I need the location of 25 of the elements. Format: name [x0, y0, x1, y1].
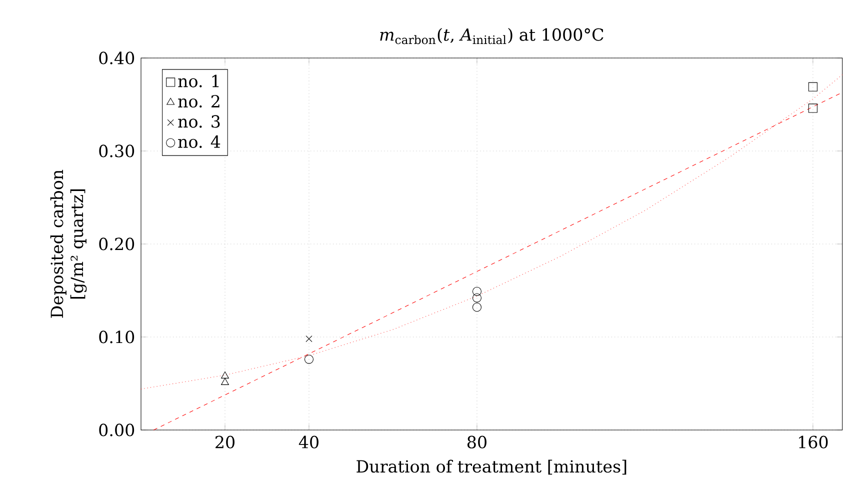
x-tick-label: 160	[799, 436, 828, 448]
x-axis-title: Duration of treatment [minutes]	[356, 460, 626, 475]
point	[472, 302, 482, 312]
y-tick-label: 0.00	[99, 424, 134, 436]
y-tick-label: 0.20	[99, 238, 134, 250]
point	[221, 372, 229, 378]
y-tick-label: 0.30	[99, 144, 134, 158]
legend-label: no. 3	[178, 115, 220, 128]
point	[808, 104, 818, 113]
chart-title: m$_{carbon}$(t, A$_{initial}$) at 1000°C	[380, 28, 604, 44]
point	[808, 82, 818, 92]
legend-label: no. 4	[178, 135, 220, 148]
y-tick-label: 0.10	[99, 330, 134, 344]
legend-label: no. 1	[178, 74, 219, 88]
x-tick-label: 20	[216, 436, 234, 448]
point	[472, 293, 482, 302]
y-tick-label: 0.40	[99, 52, 134, 64]
x-tick-label: 80	[467, 436, 486, 448]
point	[304, 354, 314, 364]
point	[472, 286, 482, 296]
point	[306, 336, 312, 342]
legend-label: no. 2	[178, 94, 220, 108]
point	[221, 378, 229, 385]
x-tick-label: 40	[298, 436, 318, 448]
y-axis-title: Deposited carbon [g/m² quartz]	[50, 170, 87, 318]
